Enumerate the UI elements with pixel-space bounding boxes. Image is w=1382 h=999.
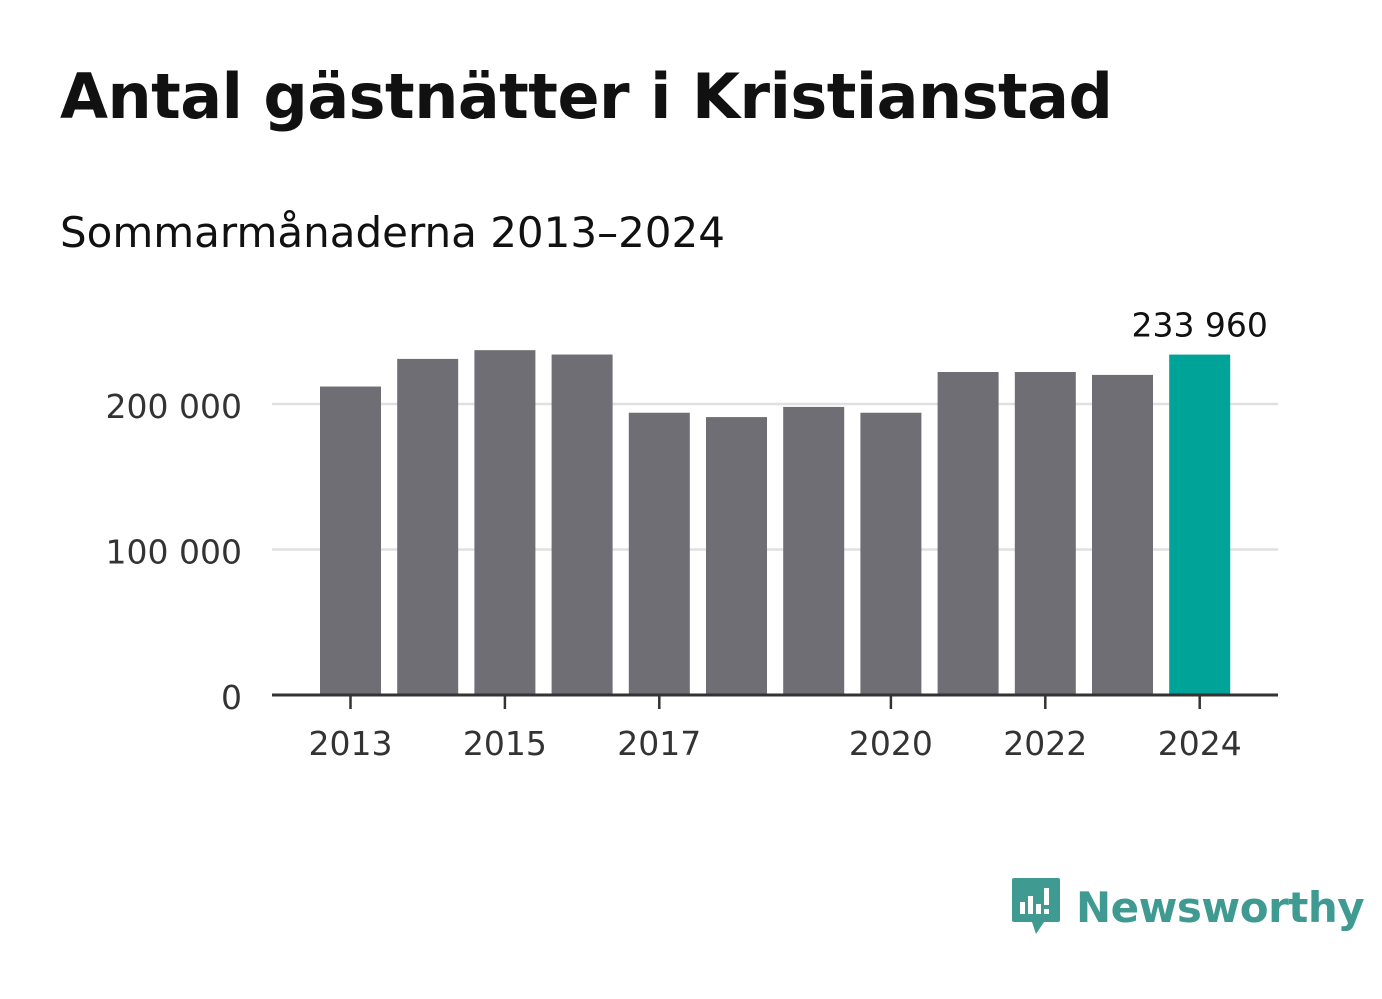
- bar-2021: [937, 371, 999, 695]
- bar-2018: [706, 417, 767, 695]
- bar-2020: [860, 412, 922, 695]
- bar-2013: [320, 386, 381, 695]
- bar-2022: [1014, 371, 1076, 695]
- chart-title: Antal gästnätter i Kristianstad: [60, 60, 1113, 133]
- bar-2014: [397, 358, 459, 695]
- data-label: 233 960: [1131, 306, 1267, 345]
- bar-2024: [1169, 354, 1231, 695]
- x-tick-label: 2020: [849, 724, 933, 763]
- y-tick-label: 0: [221, 678, 242, 717]
- y-tick-label: 100 000: [106, 533, 242, 572]
- x-tick-label: 2024: [1158, 724, 1242, 763]
- brand-name: Newsworthy: [1076, 882, 1365, 932]
- newsworthy-logo: Newsworthy: [1010, 876, 1365, 938]
- x-tick-label: 2013: [309, 724, 393, 763]
- newsworthy-logo-icon: [1012, 878, 1060, 934]
- y-tick-label: 200 000: [106, 387, 242, 426]
- bar-2017: [628, 412, 690, 695]
- x-tick-label: 2017: [617, 724, 701, 763]
- bar-2023: [1092, 374, 1153, 695]
- bar-2019: [783, 406, 845, 695]
- bar-2015: [474, 350, 536, 695]
- chart-subtitle: Sommarmånaderna 2013–2024: [60, 208, 725, 257]
- x-tick-label: 2022: [1003, 724, 1087, 763]
- bar-2016: [551, 354, 613, 695]
- x-tick-label: 2015: [463, 724, 547, 763]
